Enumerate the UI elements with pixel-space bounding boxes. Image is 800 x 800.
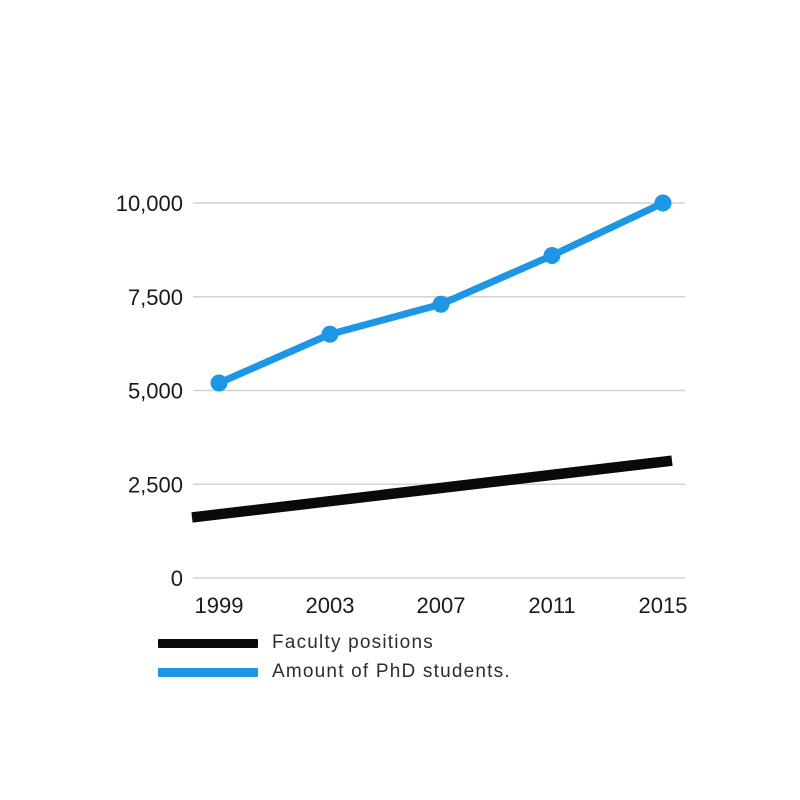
legend-item-phd-students: Amount of PhD students.	[158, 661, 511, 682]
x-tick-label: 2015	[639, 593, 688, 618]
series-line-amount-of-phd-students	[215, 199, 667, 387]
legend-item-faculty-positions: Faculty positions	[158, 632, 511, 653]
data-point-amount-of-phd-students	[543, 247, 561, 264]
series-line-faculty-positions	[191, 455, 673, 523]
legend: Faculty positions Amount of PhD students…	[158, 632, 511, 682]
y-tick-label: 0	[171, 566, 183, 591]
x-tick-label: 1999	[195, 593, 244, 618]
y-tick-label: 7,500	[128, 285, 183, 310]
y-tick-label: 5,000	[128, 379, 183, 404]
x-tick-label: 2003	[306, 593, 355, 618]
legend-swatch-faculty-positions	[158, 638, 258, 648]
legend-label-phd-students: Amount of PhD students.	[272, 661, 511, 682]
data-point-amount-of-phd-students	[321, 325, 339, 343]
legend-swatch-phd-students	[158, 667, 258, 677]
y-tick-label: 2,500	[128, 472, 183, 497]
x-tick-label: 2007	[417, 593, 466, 618]
data-point-amount-of-phd-students	[432, 295, 450, 313]
data-point-amount-of-phd-students	[210, 374, 228, 392]
x-tick-label: 2011	[528, 593, 575, 618]
legend-label-faculty-positions: Faculty positions	[272, 632, 434, 653]
y-tick-label: 10,000	[116, 191, 183, 216]
data-point-amount-of-phd-students	[654, 194, 672, 212]
